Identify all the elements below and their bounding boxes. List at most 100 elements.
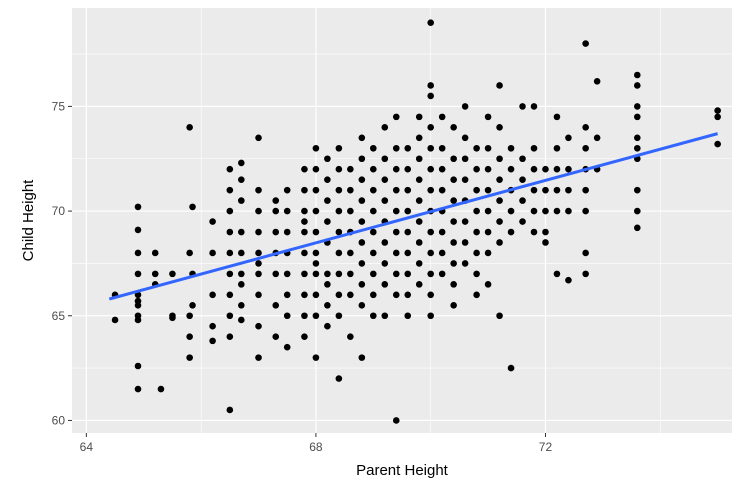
data-point: [189, 301, 196, 309]
x-tick-label: 68: [309, 440, 323, 454]
data-point: [415, 113, 423, 121]
data-point: [404, 249, 412, 257]
data-point: [484, 113, 492, 121]
grid-lines: [72, 8, 732, 433]
data-point: [484, 249, 492, 257]
y-tick-label: 70: [52, 204, 66, 218]
data-point: [335, 291, 343, 299]
x-tick-label: 72: [539, 440, 553, 454]
data-point: [381, 124, 389, 131]
y-axis-title: Child Height: [20, 179, 37, 262]
data-point: [404, 165, 412, 173]
data-point: [301, 207, 308, 215]
data-point: [473, 186, 480, 194]
data-point: [312, 291, 320, 299]
data-point: [427, 124, 434, 131]
data-point: [312, 165, 320, 173]
data-point: [484, 207, 492, 215]
data-point: [272, 301, 280, 309]
data-point: [312, 207, 320, 215]
data-point: [450, 155, 457, 163]
data-point: [427, 312, 434, 320]
data-point: [381, 281, 389, 288]
data-point: [473, 144, 480, 152]
data-point: [565, 207, 572, 215]
data-point: [255, 249, 262, 257]
data-point: [226, 228, 234, 236]
data-point: [507, 144, 515, 152]
data-point: [427, 82, 434, 89]
data-point: [370, 144, 377, 152]
data-point: [335, 144, 343, 152]
data-point: [461, 218, 469, 225]
data-point: [301, 165, 308, 173]
axes: 64 68 72 60 65 70 75: [52, 99, 553, 454]
data-point: [209, 291, 216, 299]
data-point: [301, 218, 308, 225]
data-point: [461, 239, 469, 246]
data-point: [542, 207, 549, 215]
data-point: [151, 249, 159, 257]
data-point: [461, 176, 469, 183]
data-point: [370, 165, 377, 173]
data-point: [301, 270, 308, 278]
data-point: [151, 270, 159, 278]
data-point: [542, 165, 549, 173]
data-point: [427, 228, 434, 236]
data-point: [530, 186, 538, 194]
data-point: [496, 176, 503, 183]
data-point: [519, 103, 526, 110]
data-point: [450, 124, 457, 131]
data-point: [392, 165, 400, 173]
data-point: [238, 176, 245, 183]
data-point: [473, 249, 480, 257]
data-point: [381, 197, 389, 204]
data-point: [450, 218, 457, 225]
data-point: [226, 312, 234, 320]
data-point: [582, 124, 589, 131]
data-point: [335, 186, 343, 194]
data-point: [438, 228, 446, 236]
data-point: [358, 134, 366, 142]
data-point: [272, 270, 280, 278]
data-point: [370, 249, 377, 257]
data-point: [169, 270, 176, 278]
data-point: [283, 270, 291, 278]
data-point: [358, 260, 366, 267]
data-point: [582, 144, 589, 152]
data-point: [255, 270, 262, 278]
data-point: [312, 186, 320, 194]
data-point: [530, 207, 538, 215]
data-point: [438, 270, 446, 278]
data-point: [226, 333, 234, 340]
data-point: [496, 82, 503, 89]
data-point: [519, 218, 526, 225]
data-point: [283, 228, 291, 236]
data-point: [438, 113, 446, 121]
data-point: [272, 207, 280, 215]
y-tick-label: 75: [52, 99, 66, 113]
data-point: [186, 124, 193, 131]
data-point: [381, 176, 389, 183]
data-point: [226, 406, 234, 414]
data-point: [238, 270, 245, 278]
data-point: [553, 186, 561, 194]
data-point: [392, 291, 400, 299]
data-point: [255, 207, 262, 215]
data-point: [519, 197, 526, 204]
data-point: [283, 291, 291, 299]
data-point: [392, 249, 400, 257]
data-point: [381, 155, 389, 163]
data-point: [582, 249, 589, 257]
data-point: [392, 228, 400, 236]
data-point: [347, 333, 354, 340]
data-point: [450, 176, 457, 183]
data-point: [226, 165, 234, 173]
data-point: [634, 186, 641, 194]
data-point: [392, 113, 400, 121]
data-point: [530, 144, 538, 152]
data-point: [593, 77, 601, 85]
data-point: [438, 165, 446, 173]
data-point: [473, 270, 480, 278]
data-point: [186, 333, 193, 340]
